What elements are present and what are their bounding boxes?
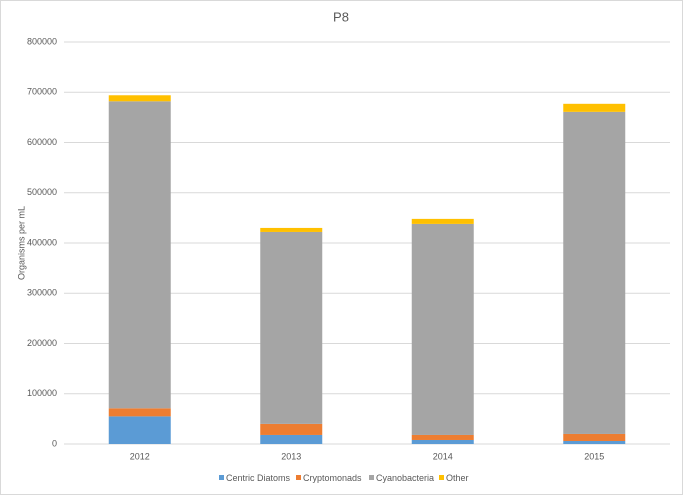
legend-swatch (296, 475, 301, 480)
y-tick-label: 800000 (27, 36, 57, 46)
legend-label: Cryptomonads (303, 473, 362, 483)
x-tick-label: 2014 (433, 451, 453, 461)
legend-swatch (439, 475, 444, 480)
bar-segment (260, 423, 323, 435)
x-tick-label: 2015 (584, 451, 604, 461)
bar-segment (411, 439, 474, 444)
y-tick-label: 100000 (27, 388, 57, 398)
chart-title: P8 (333, 9, 349, 24)
y-tick-label: 300000 (27, 288, 57, 298)
legend-label: Centric Diatoms (226, 473, 291, 483)
x-tick-label: 2013 (281, 451, 301, 461)
bar-segment (260, 231, 323, 424)
bar-segment (260, 434, 323, 444)
y-tick-label: 700000 (27, 87, 57, 97)
y-tick-label: 400000 (27, 237, 57, 247)
bar-segment (563, 433, 626, 441)
bar-segment (108, 101, 171, 409)
bar-segment (108, 95, 171, 102)
bar-segment (411, 218, 474, 224)
y-tick-label: 600000 (27, 137, 57, 147)
bar-segment (108, 416, 171, 444)
bar-segment (563, 103, 626, 112)
bar-segment (260, 227, 323, 232)
bar-segment (563, 440, 626, 444)
bar-segment (108, 408, 171, 417)
x-tick-label: 2012 (130, 451, 150, 461)
bar-segment (563, 111, 626, 434)
legend-swatch (369, 475, 374, 480)
y-tick-label: 200000 (27, 338, 57, 348)
bar-segment (411, 223, 474, 435)
y-tick-label: 0 (52, 438, 57, 448)
y-tick-label: 500000 (27, 187, 57, 197)
bar-segment (411, 434, 474, 440)
legend-label: Other (446, 473, 469, 483)
y-axis-label: Organisms per mL (16, 206, 26, 280)
legend-swatch (219, 475, 224, 480)
legend-label: Cyanobacteria (376, 473, 434, 483)
